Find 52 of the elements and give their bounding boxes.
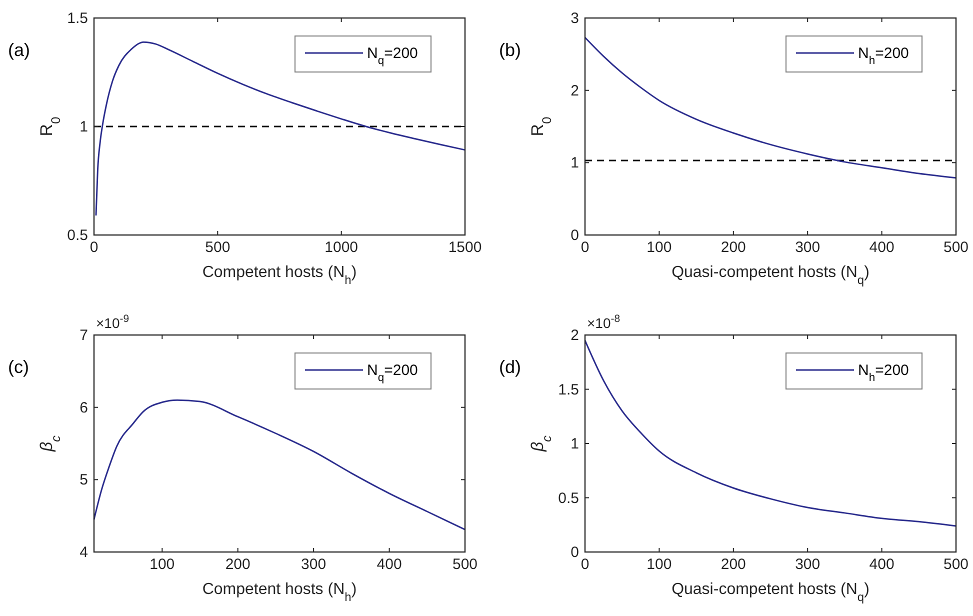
x-tick-label: 200 (720, 239, 746, 256)
legend-label: N$_{q}$=200 (367, 362, 418, 384)
x-tick-label: 300 (795, 239, 820, 256)
x-tick-label: 300 (795, 556, 820, 573)
x-axis-title: Quasi-competent hosts (N$_{q}$) (672, 581, 870, 604)
x-tick-label: 500 (943, 556, 969, 573)
x-tick-label: 500 (205, 239, 230, 256)
line-series (584, 36, 957, 179)
y-tick-label: 2 (570, 327, 579, 344)
y-tick-label: 4 (80, 544, 88, 561)
y-tick-label: 0.5 (67, 227, 88, 244)
y-tick-label: 3 (570, 10, 579, 27)
x-tick-label: 500 (943, 239, 969, 256)
y-tick-label: 6 (80, 399, 88, 416)
x-tick-label: 1000 (324, 239, 358, 256)
y-tick-label: 1 (570, 154, 579, 172)
y-tick-label: 0 (570, 544, 579, 561)
line-series (95, 41, 466, 216)
x-tick-label: 300 (301, 556, 326, 573)
y-tick-label: 1.5 (558, 381, 579, 398)
x-tick-label: 500 (452, 556, 478, 573)
x-tick-label: 100 (646, 239, 672, 256)
legend-label: N$_{h}$=200 (858, 362, 909, 384)
y-tick-label: 7 (80, 327, 88, 344)
x-tick-label: 400 (376, 556, 402, 573)
y-tick-label: 2 (570, 82, 579, 100)
x-axis-title: Competent hosts (N$_{h}$) (202, 264, 357, 287)
text: (d) (499, 357, 521, 377)
text: ×10$^{-9}$ (96, 313, 130, 331)
x-tick-label: 200 (720, 556, 746, 573)
legend-label: N$_{q}$=200 (367, 45, 418, 67)
x-tick-label: 100 (150, 556, 175, 573)
text: (a) (8, 40, 30, 60)
x-axis-title: Competent hosts (N$_{h}$) (202, 581, 357, 604)
x-tick-label: 400 (869, 556, 894, 573)
x-tick-label: 100 (646, 556, 672, 573)
line-series (93, 399, 466, 530)
x-tick-label: 1500 (448, 239, 482, 256)
x-tick-label: 200 (225, 556, 250, 573)
x-tick-label: 400 (869, 239, 894, 256)
x-axis-title: Quasi-competent hosts (N$_{q}$) (672, 264, 870, 287)
text: ×10$^{-8}$ (587, 313, 620, 331)
y-tick-label: 1.5 (67, 10, 88, 27)
y-tick-label: 0 (570, 227, 579, 244)
y-tick-label: 5 (80, 472, 88, 489)
y-tick-label: 1 (80, 118, 88, 136)
text: (b) (499, 40, 521, 60)
y-tick-label: 0.5 (558, 490, 579, 507)
text: (c) (8, 357, 29, 377)
line-series (584, 340, 957, 527)
y-tick-label: 1 (570, 436, 579, 452)
legend-label: N$_{h}$=200 (858, 45, 909, 67)
